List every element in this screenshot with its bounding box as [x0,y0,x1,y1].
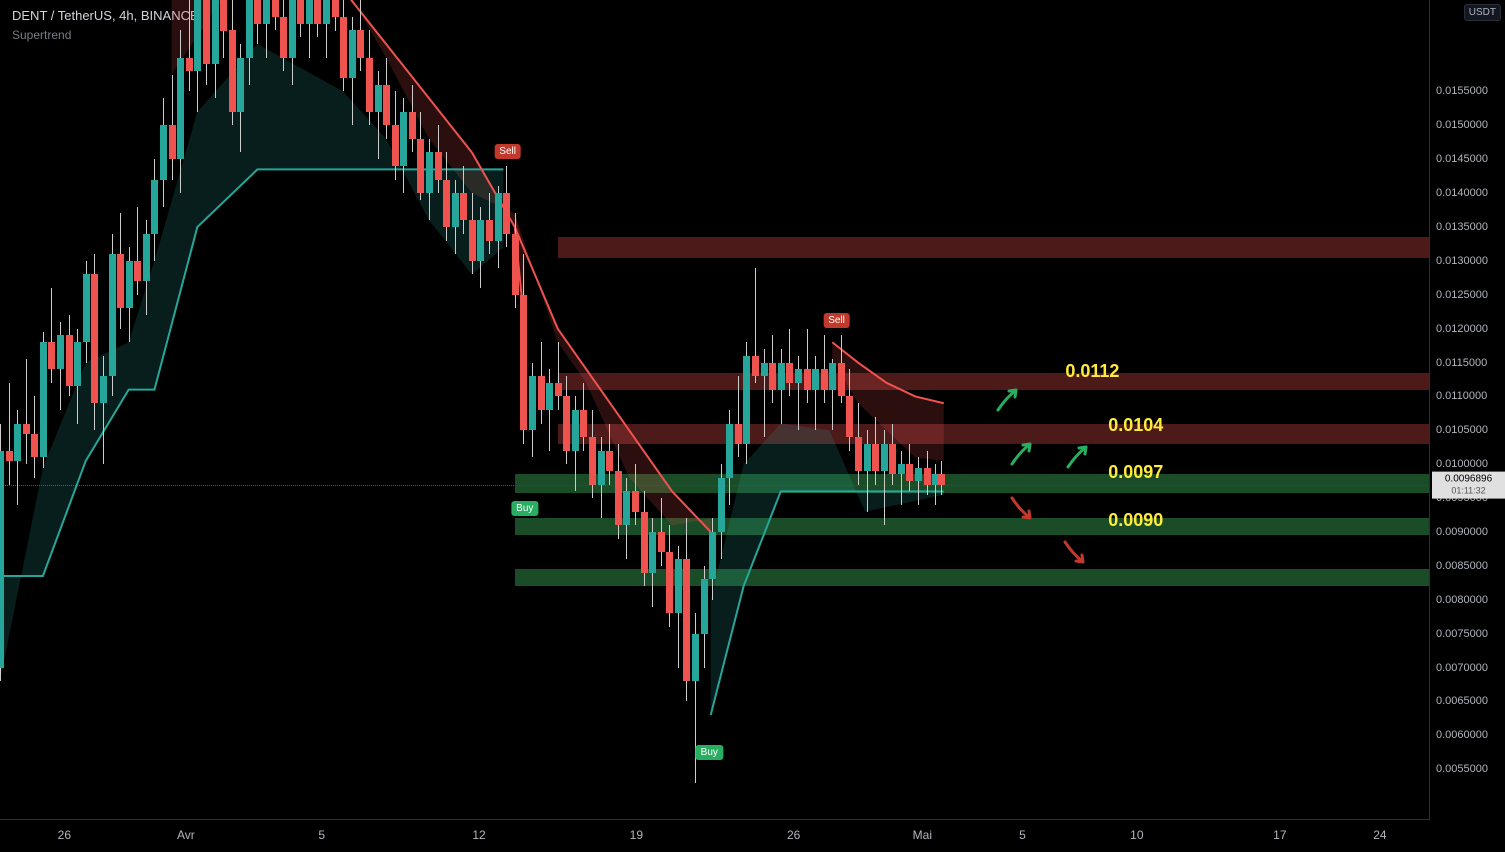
y-tick: 0.0150000 [1436,119,1488,131]
price-annotation: 0.0097 [1108,462,1163,483]
x-tick: Mai [913,828,932,842]
y-tick: 0.0140000 [1436,187,1488,199]
arrow-down-icon [1006,492,1038,524]
y-tick: 0.0120000 [1436,323,1488,335]
y-tick: 0.0105000 [1436,424,1488,436]
symbol-title[interactable]: DENT / TetherUS, 4h, BINANCE [12,8,199,23]
x-tick: 5 [1019,828,1026,842]
chart-container: DENT / TetherUS, 4h, BINANCE Supertrend … [0,0,1505,852]
y-tick: 0.0065000 [1436,695,1488,707]
price-annotation: 0.0090 [1108,510,1163,531]
price-annotation: 0.0112 [1065,361,1119,382]
y-tick: 0.0080000 [1436,594,1488,606]
price-zone [515,474,1430,492]
signal-sell: Sell [494,144,521,159]
x-tick: 12 [472,828,485,842]
x-tick: 19 [630,828,643,842]
y-tick: 0.0070000 [1436,662,1488,674]
supertrend-svg [0,0,1430,820]
x-tick: 26 [787,828,800,842]
arrow-up-icon [992,384,1024,416]
y-axis[interactable]: USDT 0.0155000 0.0150000 0.0145000 0.014000… [1429,0,1505,820]
x-tick: Avr [177,828,195,842]
signal-buy: Buy [511,501,538,516]
price-tag: 0.009689601:11:32 [1432,472,1505,499]
arrow-down-icon [1059,536,1091,568]
x-axis[interactable]: 26 Avr 5 12 19 26 Mai 5 10 17 24 [0,819,1430,852]
y-tick: 0.0110000 [1436,390,1487,402]
y-tick: 0.0085000 [1436,560,1488,572]
y-axis-unit: USDT [1464,4,1501,21]
arrow-up-icon [1062,441,1094,473]
y-tick: 0.0130000 [1436,255,1488,267]
y-tick: 0.0075000 [1436,628,1488,640]
y-tick: 0.0060000 [1436,729,1488,741]
x-tick: 26 [58,828,71,842]
y-tick: 0.0125000 [1436,289,1488,301]
arrow-up-icon [1006,438,1038,470]
price-zone [558,237,1430,257]
x-tick: 5 [318,828,325,842]
signal-buy: Buy [696,745,723,760]
y-tick: 0.0055000 [1436,763,1488,775]
price-annotation: 0.0104 [1108,415,1163,436]
plot-area[interactable]: DENT / TetherUS, 4h, BINANCE Supertrend … [0,0,1430,820]
y-tick: 0.0135000 [1436,221,1488,233]
y-tick: 0.0100000 [1436,458,1488,470]
signal-sell: Sell [823,313,850,328]
y-tick: 0.0155000 [1436,85,1488,97]
price-zone [558,424,1430,444]
x-tick: 10 [1130,828,1143,842]
indicator-name[interactable]: Supertrend [12,28,71,42]
y-tick: 0.0145000 [1436,153,1488,165]
y-tick: 0.0090000 [1436,526,1488,538]
y-tick: 0.0115000 [1436,357,1487,369]
x-tick: 17 [1273,828,1286,842]
x-tick: 24 [1373,828,1386,842]
